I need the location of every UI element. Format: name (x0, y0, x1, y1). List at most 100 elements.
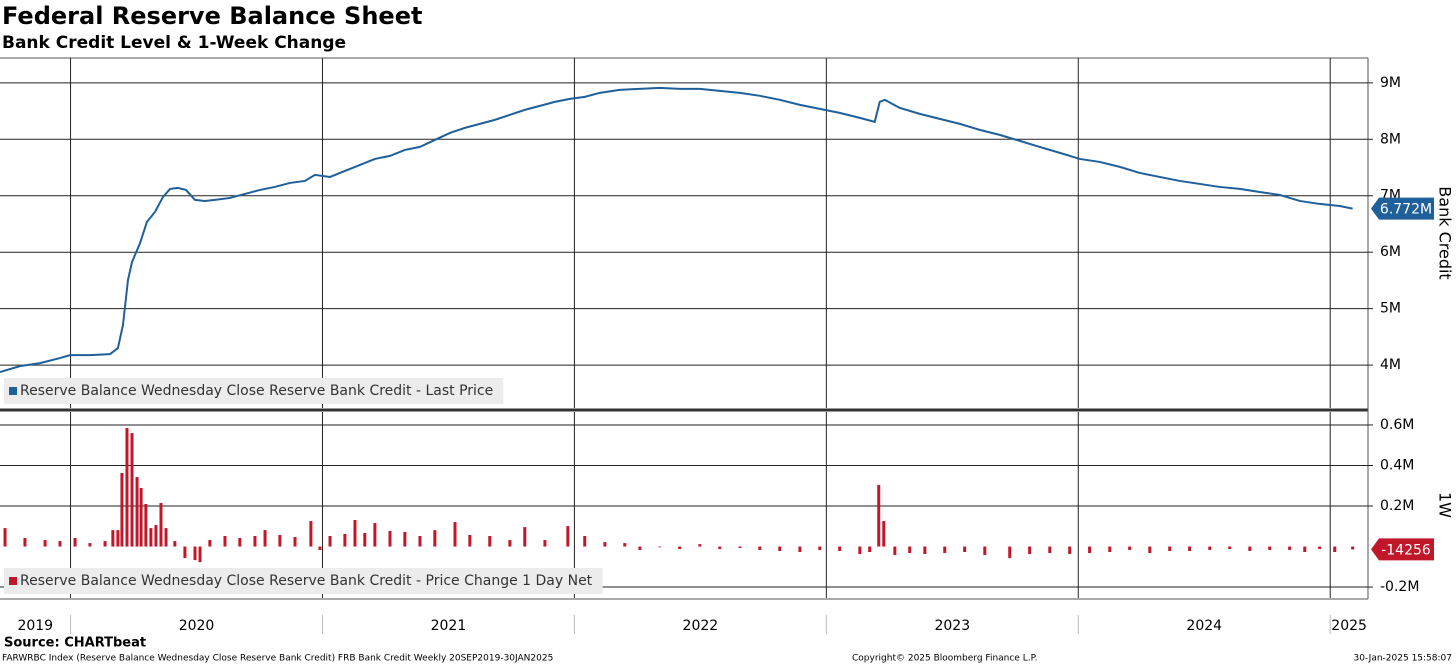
x-tick-label: 2024 (1186, 618, 1222, 634)
bar (1268, 546, 1272, 550)
bar (908, 546, 912, 554)
bar (738, 546, 742, 548)
legend-swatch (9, 387, 17, 395)
bar (1318, 546, 1322, 549)
bar (173, 541, 177, 547)
bar (154, 525, 158, 547)
bar (293, 537, 297, 547)
bar (1248, 546, 1252, 551)
bar (193, 546, 197, 561)
bar (263, 530, 267, 547)
bar (523, 527, 527, 547)
bar (1351, 546, 1355, 550)
bar (135, 477, 139, 547)
bar (111, 530, 115, 547)
bar (453, 522, 457, 547)
bar (103, 541, 107, 547)
bar (278, 534, 282, 547)
bar (159, 502, 163, 547)
last-value-box (1371, 538, 1434, 561)
y-axis-title: Bank Credit (1436, 186, 1455, 279)
chart-title: Federal Reserve Balance Sheet (2, 2, 422, 30)
y-axis-title: 1W (1436, 492, 1455, 518)
bar (318, 546, 322, 550)
bar (373, 523, 377, 547)
legend-swatch (9, 577, 17, 585)
bar (1168, 546, 1172, 551)
bar (658, 546, 662, 548)
bar (488, 536, 492, 547)
bar (253, 536, 257, 547)
bar (208, 540, 212, 547)
bar (818, 546, 822, 550)
bar (882, 521, 886, 547)
bar (838, 546, 842, 551)
bar (183, 546, 187, 559)
bar (1028, 546, 1032, 555)
bar (1188, 546, 1192, 551)
x-tick-label: 2023 (934, 618, 970, 634)
bar (923, 546, 927, 555)
bar (149, 528, 153, 547)
y-tick-label: 6M (1380, 244, 1401, 260)
bar (877, 484, 881, 547)
bar (623, 543, 627, 547)
bar (238, 538, 242, 547)
bar (1208, 546, 1212, 550)
bar (1048, 546, 1052, 554)
bar (778, 546, 782, 551)
chart-subtitle: Bank Credit Level & 1-Week Change (2, 33, 346, 53)
bar (23, 538, 27, 547)
bar (678, 546, 682, 549)
y-tick-label: 8M (1380, 131, 1401, 147)
bar (139, 487, 143, 547)
line (0, 86, 1353, 374)
bar (893, 546, 897, 556)
bar (798, 546, 802, 553)
bar (1108, 546, 1112, 553)
bar (43, 540, 47, 547)
bar (164, 528, 168, 547)
bar (718, 546, 722, 549)
last-value-label: -14256 (1381, 542, 1431, 558)
bar (1088, 546, 1092, 554)
footer-left: FARWRBC Index (Reserve Balance Wednesday… (2, 654, 553, 664)
bar (943, 546, 947, 554)
bar (603, 542, 607, 547)
bar (566, 526, 570, 547)
bar (223, 536, 227, 547)
y-tick-label: 0.2M (1380, 498, 1414, 514)
bar (1303, 546, 1307, 553)
x-tick-label: 2022 (683, 618, 719, 634)
y-tick-label: 5M (1380, 301, 1401, 317)
bar (963, 546, 967, 553)
bar (1068, 546, 1072, 555)
bar (125, 428, 129, 547)
legend-label: Reserve Balance Wednesday Close Reserve … (20, 383, 493, 399)
x-tick-label: 2021 (431, 618, 467, 634)
bar (309, 521, 313, 547)
bar (543, 540, 547, 547)
legend-box (4, 568, 603, 594)
bar (1228, 546, 1232, 549)
y-tick-label: 4M (1380, 357, 1401, 373)
bar (363, 532, 367, 547)
y-tick-label: 0.6M (1380, 417, 1414, 433)
bar (116, 530, 120, 547)
bar (403, 531, 407, 547)
bar (328, 536, 332, 547)
bar (73, 538, 77, 547)
bar (983, 546, 987, 556)
bar (353, 519, 357, 547)
bar (58, 541, 62, 547)
bar (858, 546, 862, 555)
bar (1288, 546, 1292, 550)
bar (120, 472, 124, 547)
bar (468, 534, 472, 547)
last-value-label: 6.772M (1380, 202, 1432, 218)
source: Source: CHARTbeat (4, 636, 146, 651)
legend-box (4, 378, 504, 404)
bar (1128, 546, 1132, 550)
